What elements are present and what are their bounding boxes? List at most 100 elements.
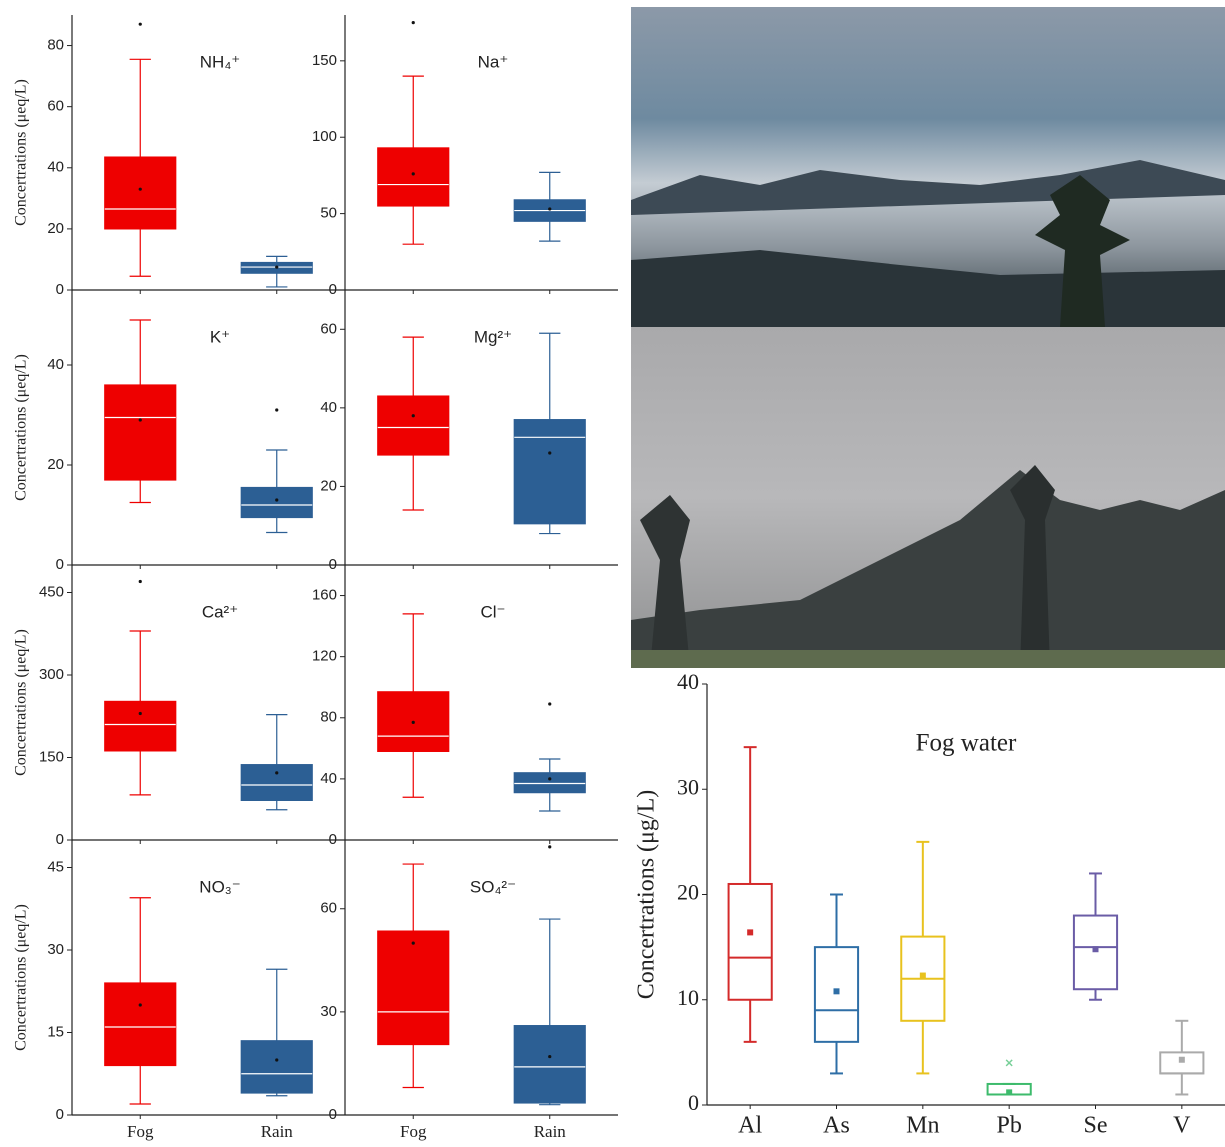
x-tick-label: Fog bbox=[400, 1122, 427, 1141]
box bbox=[1160, 1052, 1203, 1073]
box bbox=[241, 1041, 312, 1093]
chart-title: Cl⁻ bbox=[480, 602, 505, 621]
y-tick-label: 0 bbox=[56, 831, 64, 848]
x-tick-label: Rain bbox=[534, 1122, 567, 1141]
box bbox=[729, 884, 772, 1000]
figure: 020406080NH₄⁺Concertrations (μeq/L)05010… bbox=[0, 0, 1225, 1147]
y-tick-label: 300 bbox=[39, 666, 64, 683]
chart-title: Fog water bbox=[916, 730, 1017, 757]
y-tick-label: 40 bbox=[677, 669, 699, 694]
y-tick-label: 40 bbox=[320, 399, 337, 416]
mean bbox=[139, 188, 142, 191]
y-tick-label: 450 bbox=[39, 583, 64, 600]
outlier bbox=[548, 702, 551, 705]
y-tick-label: 45 bbox=[47, 858, 64, 875]
x-tick-label: As bbox=[823, 1113, 850, 1139]
photo-top bbox=[631, 7, 1225, 327]
y-tick-label: 30 bbox=[320, 1003, 337, 1020]
chart-title: K⁺ bbox=[210, 327, 230, 346]
y-tick-label: 30 bbox=[47, 941, 64, 958]
x-tick-label: V bbox=[1173, 1113, 1191, 1139]
mean bbox=[1093, 946, 1099, 952]
mean bbox=[275, 771, 278, 774]
y-axis-title: Concertrations (μeq/L) bbox=[13, 79, 30, 226]
y-tick-label: 60 bbox=[320, 900, 337, 917]
box-chart: 0 150 300 450 Ca²⁺ Concertrations (μeq/L) bbox=[13, 565, 345, 848]
chart-title: Ca²⁺ bbox=[202, 602, 238, 621]
mean bbox=[920, 973, 926, 979]
y-tick-label: 20 bbox=[320, 477, 337, 494]
mean bbox=[548, 1055, 551, 1058]
x-tick-label: Fog bbox=[127, 1122, 154, 1141]
y-tick-label: 0 bbox=[329, 1106, 337, 1123]
x-tick-label: Rain bbox=[261, 1122, 294, 1141]
y-tick-label: 0 bbox=[56, 556, 64, 573]
box bbox=[514, 773, 585, 793]
y-tick-label: 20 bbox=[47, 456, 64, 473]
mean bbox=[548, 777, 551, 780]
y-tick-label: 60 bbox=[47, 98, 64, 115]
box-chart: 0 50 100 150 Na⁺ bbox=[312, 15, 618, 298]
y-tick-label: 80 bbox=[320, 709, 337, 726]
y-tick-label: 80 bbox=[47, 37, 64, 54]
outlier bbox=[275, 408, 278, 411]
box bbox=[241, 765, 312, 801]
outlier bbox=[139, 23, 142, 26]
y-tick-label: 100 bbox=[312, 128, 337, 145]
y-axis-title: Concertrations (μeq/L) bbox=[13, 629, 30, 776]
y-tick-label: 0 bbox=[56, 1106, 64, 1123]
mean bbox=[275, 265, 278, 268]
outlier bbox=[1006, 1060, 1012, 1066]
box bbox=[378, 396, 449, 455]
box bbox=[815, 947, 858, 1042]
mean bbox=[412, 721, 415, 724]
y-tick-label: 40 bbox=[47, 356, 64, 373]
mean bbox=[1006, 1089, 1012, 1095]
mean bbox=[412, 942, 415, 945]
box-chart: 0 20 40 K⁺ Concertrations (μeq/L) bbox=[13, 290, 345, 573]
y-axis-title: Concertrations (μeq/L) bbox=[13, 904, 30, 1051]
y-tick-label: 160 bbox=[312, 587, 337, 604]
chart-title: NO₃⁻ bbox=[199, 877, 240, 896]
outlier bbox=[548, 845, 551, 848]
mean bbox=[412, 172, 415, 175]
page: 020406080NH₄⁺Concertrations (μeq/L)05010… bbox=[0, 0, 1225, 1147]
x-tick-label: Al bbox=[738, 1113, 762, 1139]
outlier bbox=[412, 21, 415, 24]
box bbox=[241, 488, 312, 518]
y-axis-title: Concertrations (μg/L) bbox=[634, 790, 660, 999]
y-tick-label: 0 bbox=[329, 281, 337, 298]
y-tick-label: 0 bbox=[329, 831, 337, 848]
x-tick-label: Mn bbox=[906, 1113, 939, 1139]
y-tick-label: 60 bbox=[320, 320, 337, 337]
y-tick-label: 10 bbox=[677, 985, 699, 1010]
box bbox=[105, 385, 176, 480]
x-tick-label: Pb bbox=[996, 1113, 1021, 1139]
mean bbox=[834, 988, 840, 994]
box bbox=[514, 1026, 585, 1103]
mean bbox=[548, 451, 551, 454]
mean bbox=[275, 1058, 278, 1061]
x-tick-label: Se bbox=[1084, 1113, 1108, 1139]
y-tick-label: 40 bbox=[320, 770, 337, 787]
y-tick-label: 120 bbox=[312, 648, 337, 665]
mean bbox=[275, 498, 278, 501]
chart-title: Mg²⁺ bbox=[474, 327, 512, 346]
ground bbox=[631, 650, 1225, 668]
y-axis-title: Concertrations (μeq/L) bbox=[13, 354, 30, 501]
chart-title: Na⁺ bbox=[478, 52, 509, 71]
y-tick-label: 150 bbox=[312, 52, 337, 69]
y-tick-label: 50 bbox=[320, 205, 337, 222]
y-tick-label: 150 bbox=[39, 748, 64, 765]
mean bbox=[139, 712, 142, 715]
mean bbox=[1179, 1057, 1185, 1063]
mean bbox=[139, 1003, 142, 1006]
mean bbox=[548, 207, 551, 210]
y-tick-label: 20 bbox=[677, 880, 699, 905]
box bbox=[378, 931, 449, 1044]
